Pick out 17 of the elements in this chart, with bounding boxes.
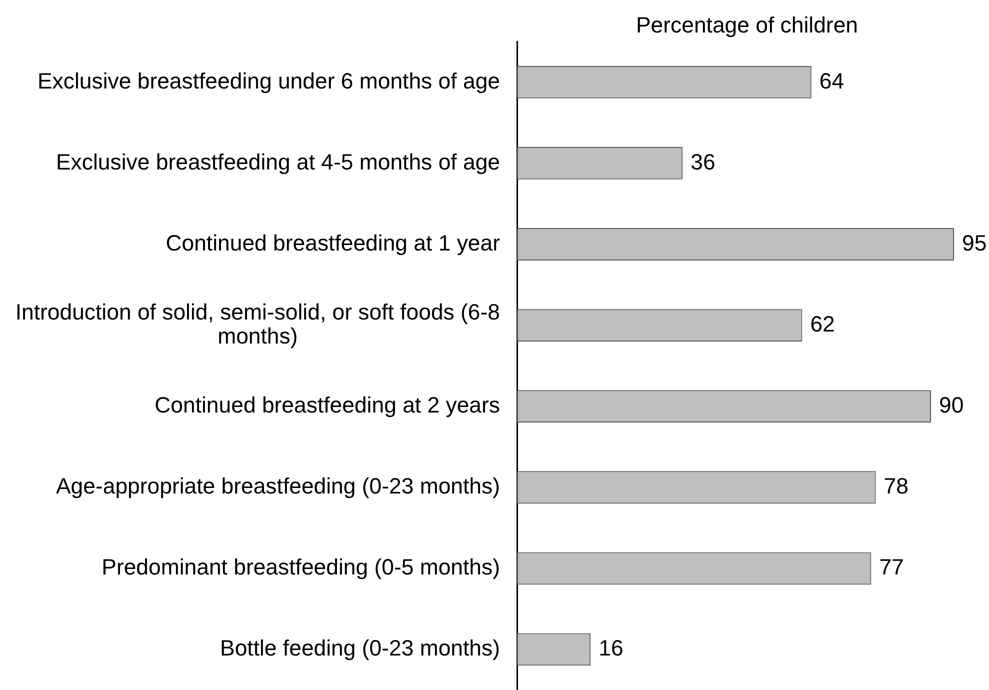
y-tick-label: Bottle feeding (0-23 months)	[220, 636, 500, 661]
y-tick-label: Predominant breastfeeding (0-5 months)	[102, 554, 500, 580]
data-label: 90	[939, 392, 964, 418]
x-axis-title: Percentage of children	[636, 12, 858, 38]
data-label: 62	[810, 311, 835, 336]
data-label: 64	[819, 68, 844, 94]
y-tick-label: Continued breastfeeding at 1 year	[166, 230, 501, 256]
y-tick-label: Exclusive breastfeeding at 4-5 months of age	[56, 149, 500, 174]
y-tick-label: Continued breastfeeding at 2 years	[154, 392, 500, 418]
data-label: 16	[598, 636, 624, 661]
y-tick-label: Introduction of solid, semi-solid, or soft foods (6-8 months)	[15, 299, 500, 348]
data-label: 78	[884, 474, 908, 499]
data-label: 36	[690, 149, 716, 174]
data-label: 95	[962, 230, 987, 256]
data-label: 77	[879, 554, 904, 580]
y-tick-label: Exclusive breastfeeding under 6 months of age	[37, 68, 500, 94]
y-tick-label: Age-appropriate breastfeeding (0-23 months)	[56, 474, 500, 499]
